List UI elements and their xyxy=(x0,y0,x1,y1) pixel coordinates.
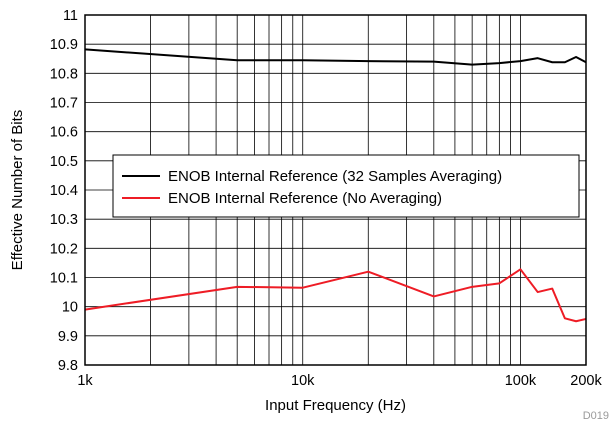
y-tick-label: 10.4 xyxy=(50,183,78,199)
y-tick-label: 9.8 xyxy=(58,358,78,374)
y-tick-label: 10.2 xyxy=(50,241,78,257)
y-tick-label: 10.8 xyxy=(50,66,78,82)
y-tick-label: 10 xyxy=(62,300,78,316)
x-tick-label: 100k xyxy=(505,373,537,389)
figure-id: D019 xyxy=(583,410,609,422)
y-axis-label: Effective Number of Bits xyxy=(9,110,26,271)
y-tick-label: 10.1 xyxy=(50,271,78,287)
y-tick-label: 9.9 xyxy=(58,329,78,345)
plot-frame xyxy=(84,14,587,366)
y-tick-label: 10.9 xyxy=(50,37,78,53)
series-layer xyxy=(84,48,587,323)
legend-label-averaging: ENOB Internal Reference (32 Samples Aver… xyxy=(168,168,502,185)
legend: ENOB Internal Reference (32 Samples Aver… xyxy=(112,154,580,218)
legend-label-no-averaging: ENOB Internal Reference (No Averaging) xyxy=(168,190,442,207)
y-tick-label: 10.3 xyxy=(50,212,78,228)
x-tick-label: 1k xyxy=(77,373,93,389)
y-tick-labels: 9.8 9.9 10 10.1 10.2 10.3 10.4 10.5 10.6 10.7 10.8… xyxy=(50,8,78,374)
x-tick-label: 200k xyxy=(570,373,602,389)
x-tick-label: 10k xyxy=(291,373,315,389)
y-tick-label: 11 xyxy=(63,8,78,24)
y-tick-label: 10.7 xyxy=(50,96,78,112)
legend-box xyxy=(112,154,580,218)
x-tick-labels: 1k 10k 100k 200k xyxy=(77,373,602,389)
y-tick-label: 10.6 xyxy=(50,125,78,141)
y-tick-label: 10.5 xyxy=(50,154,78,170)
x-axis-label: Input Frequency (Hz) xyxy=(265,397,406,414)
